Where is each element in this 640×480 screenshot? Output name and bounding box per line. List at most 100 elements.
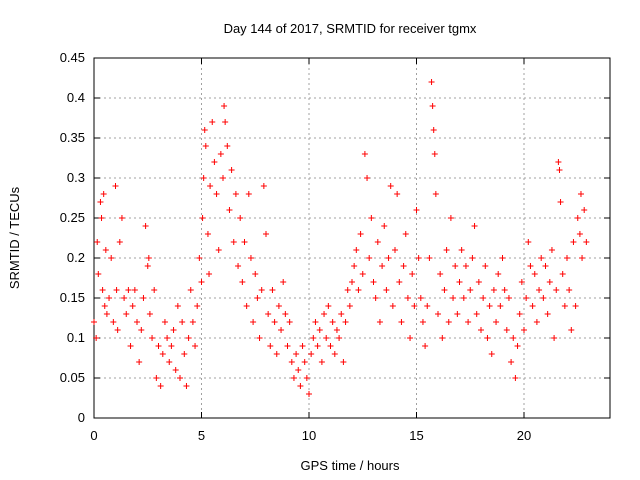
data-point: [91, 319, 97, 325]
x-tick-label: 10: [302, 428, 316, 443]
data-point: [419, 319, 426, 325]
data-point: [228, 167, 235, 173]
data-point: [316, 327, 323, 333]
data-point: [566, 287, 573, 293]
data-point: [484, 335, 491, 341]
data-point: [196, 255, 203, 261]
data-point: [187, 287, 194, 293]
x-tick-label: 15: [409, 428, 423, 443]
data-point: [181, 351, 188, 357]
data-point: [151, 287, 158, 293]
data-point: [407, 335, 414, 341]
data-point: [417, 295, 424, 301]
data-point: [250, 319, 257, 325]
data-point: [379, 263, 386, 269]
data-point: [361, 151, 368, 157]
data-point: [129, 303, 136, 309]
data-point: [478, 327, 484, 333]
data-point: [327, 343, 334, 349]
data-point: [157, 383, 164, 389]
data-point: [221, 103, 228, 109]
data-point: [415, 255, 422, 261]
grid: [94, 58, 610, 418]
data-point: [247, 255, 254, 261]
data-point: [353, 247, 360, 253]
data-point: [486, 303, 493, 309]
data-point: [118, 215, 125, 221]
data-point: [523, 295, 530, 301]
data-point: [564, 255, 570, 261]
data-point: [372, 295, 379, 301]
x-tick-label: 20: [517, 428, 531, 443]
data-point: [561, 303, 568, 309]
data-point: [189, 319, 196, 325]
data-point: [542, 263, 549, 269]
data-point: [429, 103, 436, 109]
data-point: [295, 367, 302, 373]
data-point: [245, 191, 252, 197]
data-point: [359, 271, 366, 277]
plot-frame: [93, 57, 611, 419]
data-point: [269, 287, 276, 293]
x-tick-labels: 0 5 10 15 20: [90, 428, 531, 443]
data-point: [480, 295, 487, 301]
data-point: [555, 159, 562, 165]
data-point: [346, 303, 353, 309]
data-point: [293, 351, 300, 357]
data-point: [495, 271, 502, 277]
data-point: [201, 127, 208, 133]
x-tick-label: 5: [198, 428, 205, 443]
data-point: [112, 183, 119, 189]
data-point: [161, 319, 168, 325]
data-point: [488, 351, 495, 357]
data-point: [413, 207, 420, 213]
data-point: [546, 279, 553, 285]
data-point: [392, 247, 398, 253]
y-tick-label: 0.05: [60, 370, 85, 385]
data-point: [267, 343, 274, 349]
data-point: [222, 119, 229, 125]
data-point: [529, 303, 536, 309]
data-point: [473, 311, 480, 317]
data-point: [577, 191, 584, 197]
data-point: [94, 239, 101, 245]
data-point: [153, 375, 160, 381]
data-point: [168, 343, 175, 349]
data-point: [323, 335, 330, 341]
data-point: [123, 311, 130, 317]
data-point: [260, 183, 267, 189]
data-point: [202, 143, 209, 149]
data-point: [207, 183, 214, 189]
y-tick-label: 0.15: [60, 290, 85, 305]
data-point: [145, 255, 152, 261]
data-point: [336, 335, 343, 341]
data-point: [297, 383, 304, 389]
data-point: [318, 359, 325, 365]
data-point: [536, 287, 543, 293]
data-point: [284, 343, 291, 349]
data-point: [100, 191, 107, 197]
data-point: [306, 391, 312, 397]
data-point: [458, 247, 465, 253]
data-point: [93, 335, 100, 341]
data-point: [204, 231, 211, 237]
data-point: [301, 359, 308, 365]
data-point: [113, 287, 120, 293]
data-point: [381, 223, 388, 229]
data-point: [435, 311, 441, 317]
y-tick-label: 0.2: [67, 250, 85, 265]
data-point: [553, 287, 560, 293]
data-point: [441, 287, 448, 293]
data-point: [338, 311, 345, 317]
data-point: [282, 311, 289, 317]
data-point: [493, 319, 500, 325]
data-point: [226, 207, 233, 213]
data-point: [450, 295, 457, 301]
data-point: [383, 287, 390, 293]
data-point: [155, 343, 162, 349]
data-point: [239, 279, 246, 285]
y-tick-label: 0.45: [60, 50, 85, 65]
data-point: [299, 343, 306, 349]
data-point: [557, 199, 564, 205]
data-point: [364, 175, 371, 181]
